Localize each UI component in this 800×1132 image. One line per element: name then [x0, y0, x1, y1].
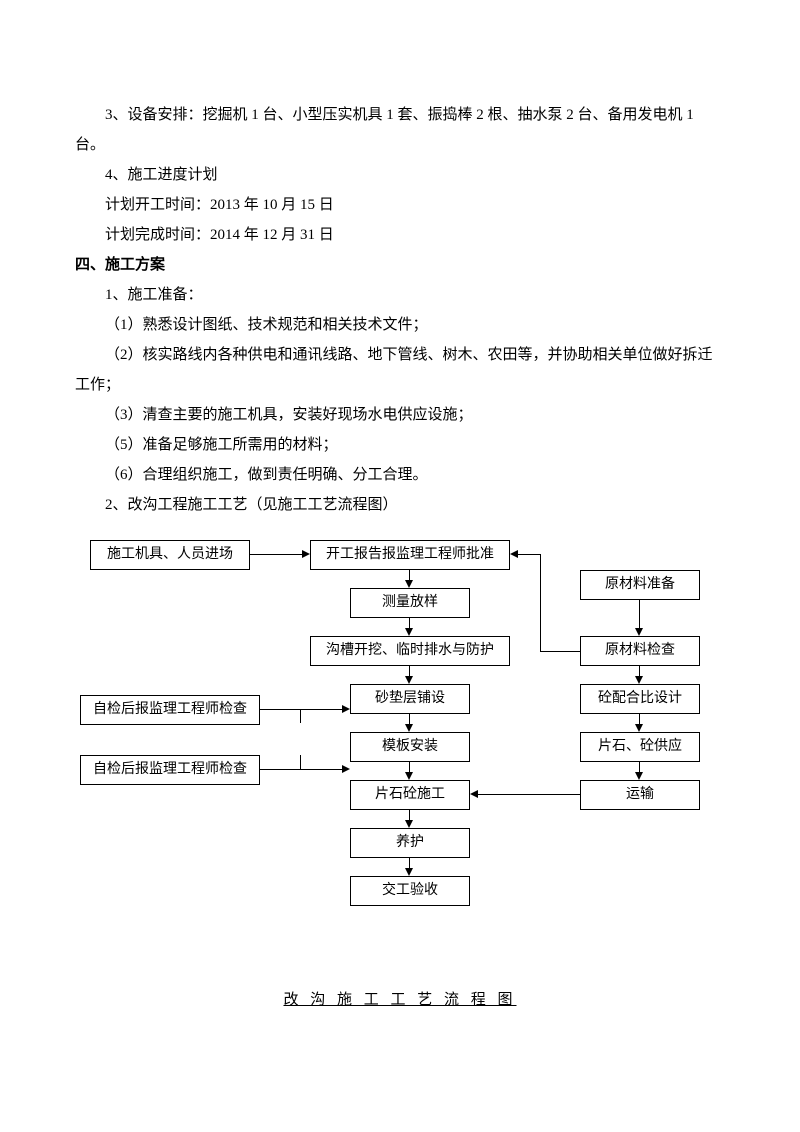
paragraph-end-date: 计划完成时间：2014 年 12 月 31 日 — [75, 220, 725, 250]
fc-node-n5: 砂垫层铺设 — [350, 684, 470, 714]
fc-arrow-icon — [342, 705, 350, 713]
fc-arrow-icon — [635, 676, 643, 684]
fc-node-n6: 模板安装 — [350, 732, 470, 762]
fc-node-r5: 运输 — [580, 780, 700, 810]
flowchart: 施工机具、人员进场 开工报告报监理工程师批准 测量放样 沟槽开挖、临时排水与防护… — [80, 540, 720, 970]
fc-edge — [540, 554, 541, 651]
fc-arrow-icon — [302, 550, 310, 558]
fc-edge — [260, 709, 342, 710]
fc-arrow-icon — [342, 765, 350, 773]
fc-arrow-icon — [405, 820, 413, 828]
fc-node-n8: 养护 — [350, 828, 470, 858]
fc-arrow-icon — [405, 676, 413, 684]
fc-edge — [260, 769, 342, 770]
fc-edge — [540, 651, 580, 652]
fc-node-l1: 自检后报监理工程师检查 — [80, 695, 260, 725]
paragraph-item-5: （5）准备足够施工所需用的材料； — [75, 430, 725, 460]
fc-arrow-icon — [405, 868, 413, 876]
fc-node-n3: 测量放样 — [350, 588, 470, 618]
paragraph-item-1: （1）熟悉设计图纸、技术规范和相关技术文件； — [75, 310, 725, 340]
fc-arrow-icon — [510, 550, 518, 558]
fc-edge — [518, 554, 541, 555]
section-heading: 四、施工方案 — [75, 250, 725, 280]
fc-arrow-icon — [635, 628, 643, 636]
paragraph-start-date: 计划开工时间：2013 年 10 月 15 日 — [75, 190, 725, 220]
paragraph-item-2: （2）核实路线内各种供电和通讯线路、地下管线、树木、农田等，并协助相关单位做好拆… — [75, 340, 725, 400]
fc-node-r4: 片石、砼供应 — [580, 732, 700, 762]
fc-edge — [478, 794, 580, 795]
fc-arrow-icon — [405, 580, 413, 588]
paragraph-equipment: 3、设备安排：挖掘机 1 台、小型压实机具 1 套、振捣棒 2 根、抽水泵 2 … — [75, 100, 725, 160]
fc-arrow-icon — [635, 724, 643, 732]
fc-arrow-icon — [470, 790, 478, 798]
paragraph-schedule-title: 4、施工进度计划 — [75, 160, 725, 190]
fc-edge — [300, 709, 301, 723]
fc-node-n7: 片石砼施工 — [350, 780, 470, 810]
fc-arrow-icon — [405, 724, 413, 732]
fc-node-n1: 施工机具、人员进场 — [90, 540, 250, 570]
fc-arrow-icon — [635, 772, 643, 780]
paragraph-item-3: （3）清查主要的施工机具，安装好现场水电供应设施； — [75, 400, 725, 430]
fc-node-n2: 开工报告报监理工程师批准 — [310, 540, 510, 570]
fc-edge — [250, 554, 302, 555]
fc-edge — [639, 600, 640, 630]
fc-node-r2: 原材料检查 — [580, 636, 700, 666]
fc-node-r1: 原材料准备 — [580, 570, 700, 600]
fc-node-n4: 沟槽开挖、临时排水与防护 — [310, 636, 510, 666]
fc-node-n9: 交工验收 — [350, 876, 470, 906]
paragraph-item-6: （6）合理组织施工，做到责任明确、分工合理。 — [75, 460, 725, 490]
paragraph-prep-title: 1、施工准备： — [75, 280, 725, 310]
fc-arrow-icon — [405, 772, 413, 780]
document-body: 3、设备安排：挖掘机 1 台、小型压实机具 1 套、振捣棒 2 根、抽水泵 2 … — [75, 100, 725, 520]
fc-node-r3: 砼配合比设计 — [580, 684, 700, 714]
flowchart-title: 改 沟 施 工 工 艺 流 程 图 — [75, 985, 725, 1015]
fc-edge — [300, 755, 301, 769]
fc-node-l2: 自检后报监理工程师检查 — [80, 755, 260, 785]
fc-arrow-icon — [405, 628, 413, 636]
paragraph-flowchart-ref: 2、改沟工程施工工艺（见施工工艺流程图） — [75, 490, 725, 520]
